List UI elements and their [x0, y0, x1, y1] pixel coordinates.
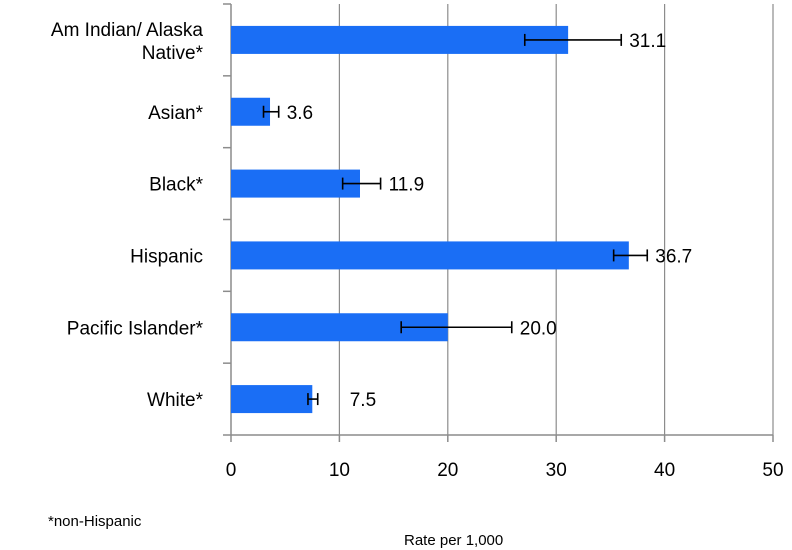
- x-tick-label: 20: [437, 460, 458, 481]
- data-label: 7.5: [350, 390, 376, 411]
- bar: [231, 25, 569, 54]
- x-tick-label: 0: [226, 460, 237, 481]
- data-label: 20.0: [520, 318, 557, 339]
- bar: [231, 169, 360, 198]
- data-label: 11.9: [389, 175, 425, 196]
- footnote: *non-Hispanic: [48, 513, 142, 530]
- bar: [231, 385, 313, 414]
- data-label: 3.6: [287, 103, 313, 124]
- category-label: White*: [147, 390, 204, 411]
- bar: [231, 241, 629, 270]
- category-label: Black*: [149, 175, 203, 196]
- category-label: Am Indian/ Alaska: [51, 20, 204, 41]
- x-tick-label: 30: [546, 460, 567, 481]
- category-label: Hispanic: [130, 246, 203, 267]
- x-tick-label: 10: [329, 460, 350, 481]
- x-tick-label: 40: [654, 460, 675, 481]
- data-label: 36.7: [655, 246, 692, 267]
- category-label: Native*: [142, 43, 204, 64]
- category-label: Asian*: [148, 103, 204, 124]
- data-label: 31.1: [629, 31, 666, 52]
- x-axis-label: Rate per 1,000: [404, 532, 504, 549]
- category-label: Pacific Islander*: [67, 318, 204, 339]
- x-tick-label: 50: [762, 460, 783, 481]
